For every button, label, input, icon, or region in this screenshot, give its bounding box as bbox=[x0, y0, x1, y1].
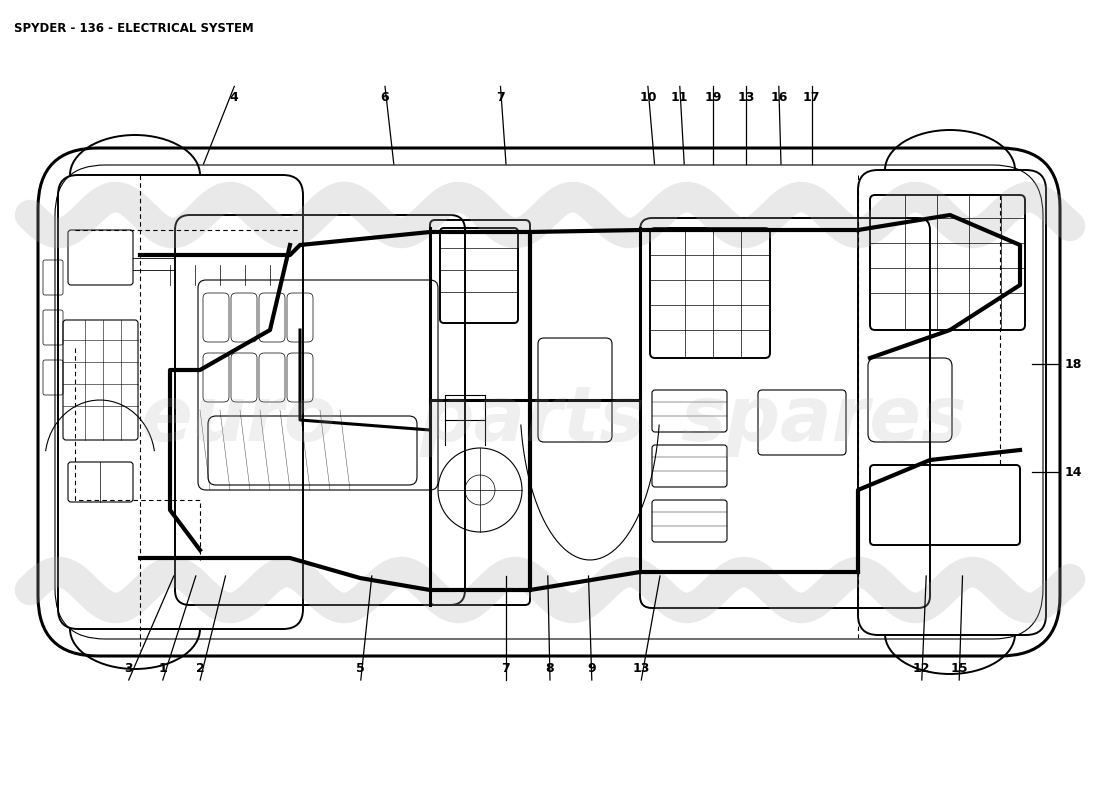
Text: spares: spares bbox=[680, 383, 967, 457]
Text: 13: 13 bbox=[632, 662, 650, 675]
Text: euro: euro bbox=[140, 383, 337, 457]
Text: 6: 6 bbox=[381, 91, 389, 104]
Text: 14: 14 bbox=[1065, 466, 1081, 478]
Text: 16: 16 bbox=[770, 91, 788, 104]
Text: 11: 11 bbox=[671, 91, 689, 104]
Text: 17: 17 bbox=[803, 91, 821, 104]
Text: 7: 7 bbox=[502, 662, 510, 675]
Text: 5: 5 bbox=[356, 662, 365, 675]
Text: 13: 13 bbox=[737, 91, 755, 104]
Text: 19: 19 bbox=[704, 91, 722, 104]
Text: 9: 9 bbox=[587, 662, 596, 675]
Text: 18: 18 bbox=[1065, 358, 1081, 370]
Text: 2: 2 bbox=[196, 662, 205, 675]
Text: SPYDER - 136 - ELECTRICAL SYSTEM: SPYDER - 136 - ELECTRICAL SYSTEM bbox=[14, 22, 254, 35]
Text: 1: 1 bbox=[158, 662, 167, 675]
Text: parts: parts bbox=[420, 383, 646, 457]
Text: 12: 12 bbox=[913, 662, 931, 675]
Text: 8: 8 bbox=[546, 662, 554, 675]
Text: 3: 3 bbox=[124, 662, 133, 675]
Text: 7: 7 bbox=[496, 91, 505, 104]
Text: 4: 4 bbox=[230, 91, 239, 104]
Text: 10: 10 bbox=[639, 91, 657, 104]
Text: 15: 15 bbox=[950, 662, 968, 675]
